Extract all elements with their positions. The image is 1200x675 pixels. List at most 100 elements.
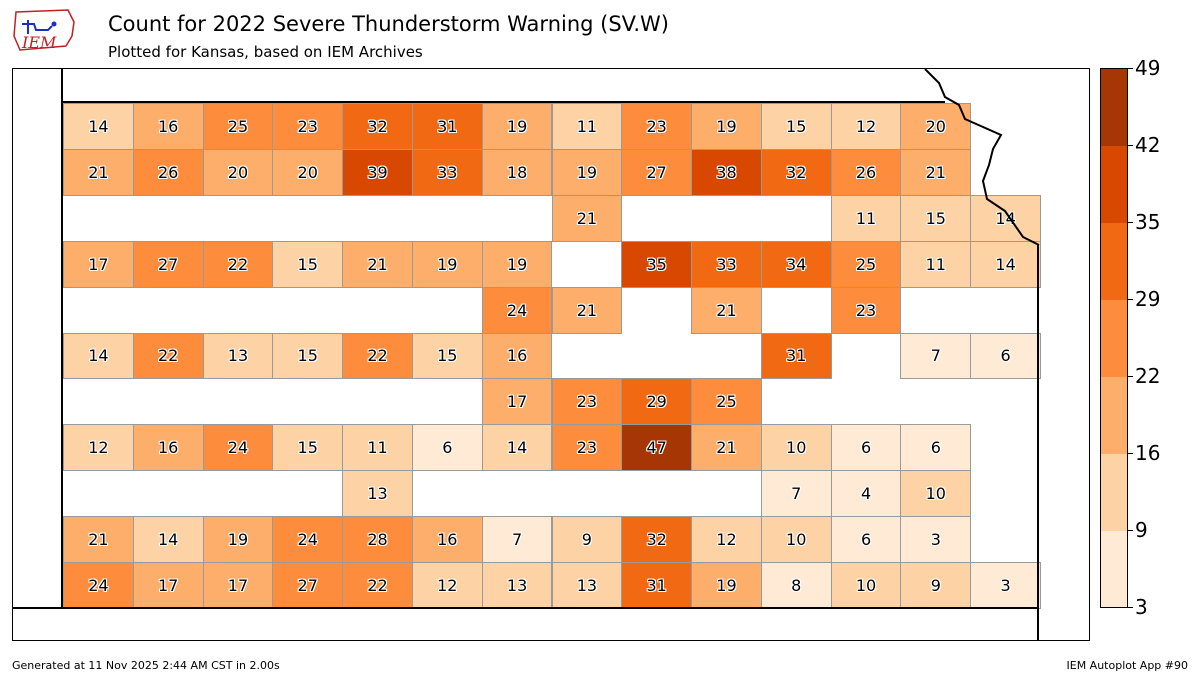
county-cell: 38	[691, 148, 762, 196]
missouri-river-border	[924, 69, 1040, 246]
state-border-top	[61, 101, 945, 103]
county-cell: 21	[63, 516, 134, 564]
county-cell: 23	[551, 424, 623, 472]
colorbar-tick	[1127, 376, 1133, 377]
county-cell: 26	[132, 148, 204, 196]
colorbar-tick	[1127, 222, 1133, 223]
county-cell: 39	[342, 148, 413, 196]
county-cell: 14	[970, 240, 1041, 288]
county-cell: 17	[63, 240, 134, 288]
colorbar-label: 16	[1135, 441, 1161, 465]
county-cell: 17	[132, 562, 204, 609]
county-cell: 14	[63, 103, 134, 150]
county-cell: 27	[132, 240, 204, 288]
county-cell: 27	[621, 148, 693, 196]
county-cell: 15	[411, 332, 483, 380]
county-cell: 18	[481, 148, 553, 196]
county-cell: 6	[411, 424, 483, 472]
colorbar-bin	[1101, 69, 1127, 146]
county-cell: 24	[481, 286, 553, 334]
county-cell: 34	[760, 240, 832, 288]
county-cell: 19	[551, 148, 623, 196]
county-cell: 14	[132, 516, 204, 564]
county-cell: 19	[691, 103, 762, 150]
county-cell: 35	[621, 240, 693, 288]
county-cell: 22	[342, 332, 413, 380]
county-cell: 10	[760, 516, 832, 564]
colorbar-tick	[1127, 607, 1133, 608]
county-cell: 25	[691, 378, 762, 426]
county-cell: 21	[691, 286, 762, 334]
county-cell: 7	[481, 516, 553, 564]
county-cell: 21	[900, 148, 972, 196]
colorbar-bin	[1101, 300, 1127, 377]
county-cell: 26	[830, 148, 902, 196]
colorbar-label: 42	[1135, 133, 1161, 157]
county-cell: 19	[411, 240, 483, 288]
county-cell: 23	[621, 103, 693, 150]
county-cell: 14	[970, 194, 1041, 242]
county-cell: 3	[900, 516, 972, 564]
county-cell: 16	[411, 516, 483, 564]
county-cell: 15	[760, 103, 832, 150]
county-cell: 8	[760, 562, 832, 609]
county-cell: 10	[900, 470, 972, 518]
colorbar-bin	[1101, 454, 1127, 531]
county-cell: 17	[481, 378, 553, 426]
county-cell: 19	[691, 562, 762, 609]
colorbar-tick	[1127, 530, 1133, 531]
county-cell: 15	[272, 424, 344, 472]
state-border-west	[61, 69, 63, 609]
county-cell: 19	[481, 240, 553, 288]
colorbar	[1100, 68, 1128, 608]
county-cell: 9	[551, 516, 623, 564]
colorbar-tick	[1127, 453, 1133, 454]
county-cell: 25	[830, 240, 902, 288]
county-cell: 24	[272, 516, 344, 564]
state-border-east	[1037, 245, 1039, 640]
county-cell: 15	[272, 332, 344, 380]
county-cell: 12	[830, 103, 902, 150]
county-cell: 32	[342, 103, 413, 150]
county-cell: 6	[900, 424, 972, 472]
county-cell: 6	[970, 332, 1041, 380]
county-cell: 21	[551, 286, 623, 334]
county-cell: 6	[830, 424, 902, 472]
county-cell: 17	[202, 562, 274, 609]
county-cell: 23	[551, 378, 623, 426]
page-title: Count for 2022 Severe Thunderstorm Warni…	[108, 12, 669, 36]
county-cell: 47	[621, 424, 693, 472]
colorbar-label: 35	[1135, 210, 1161, 234]
county-cell: 28	[342, 516, 413, 564]
county-cell: 27	[272, 562, 344, 609]
county-cell: 9	[900, 562, 972, 609]
county-cell: 20	[202, 148, 274, 196]
county-cell: 11	[551, 103, 623, 150]
county-cell: 19	[202, 516, 274, 564]
colorbar-label: 3	[1135, 595, 1148, 619]
county-cell: 13	[481, 562, 553, 609]
county-cell: 31	[621, 562, 693, 609]
county-cell: 10	[830, 562, 902, 609]
colorbar-bin	[1101, 377, 1127, 454]
county-cell: 24	[202, 424, 274, 472]
county-cell: 14	[481, 424, 553, 472]
county-cell: 23	[830, 286, 902, 334]
county-cell: 15	[272, 240, 344, 288]
county-cell: 16	[132, 103, 204, 150]
county-cell: 20	[272, 148, 344, 196]
county-cell: 7	[760, 470, 832, 518]
colorbar-tick	[1127, 145, 1133, 146]
county-cell: 22	[342, 562, 413, 609]
county-cell: 22	[132, 332, 204, 380]
map-frame: 14 16 25 23 32 31 19 11 23 19 15 12 20 21 26 20 20 39 33 18…	[12, 68, 1090, 641]
county-cell: 11	[342, 424, 413, 472]
county-cell: 31	[760, 332, 832, 380]
county-cell: 7	[900, 332, 972, 380]
county-cell: 14	[63, 332, 134, 380]
county-cell: 25	[202, 103, 274, 150]
app-id: IEM Autoplot App #90	[1066, 659, 1189, 672]
colorbar-bin	[1101, 223, 1127, 300]
county-cell: 11	[900, 240, 972, 288]
colorbar-label: 9	[1135, 518, 1148, 542]
